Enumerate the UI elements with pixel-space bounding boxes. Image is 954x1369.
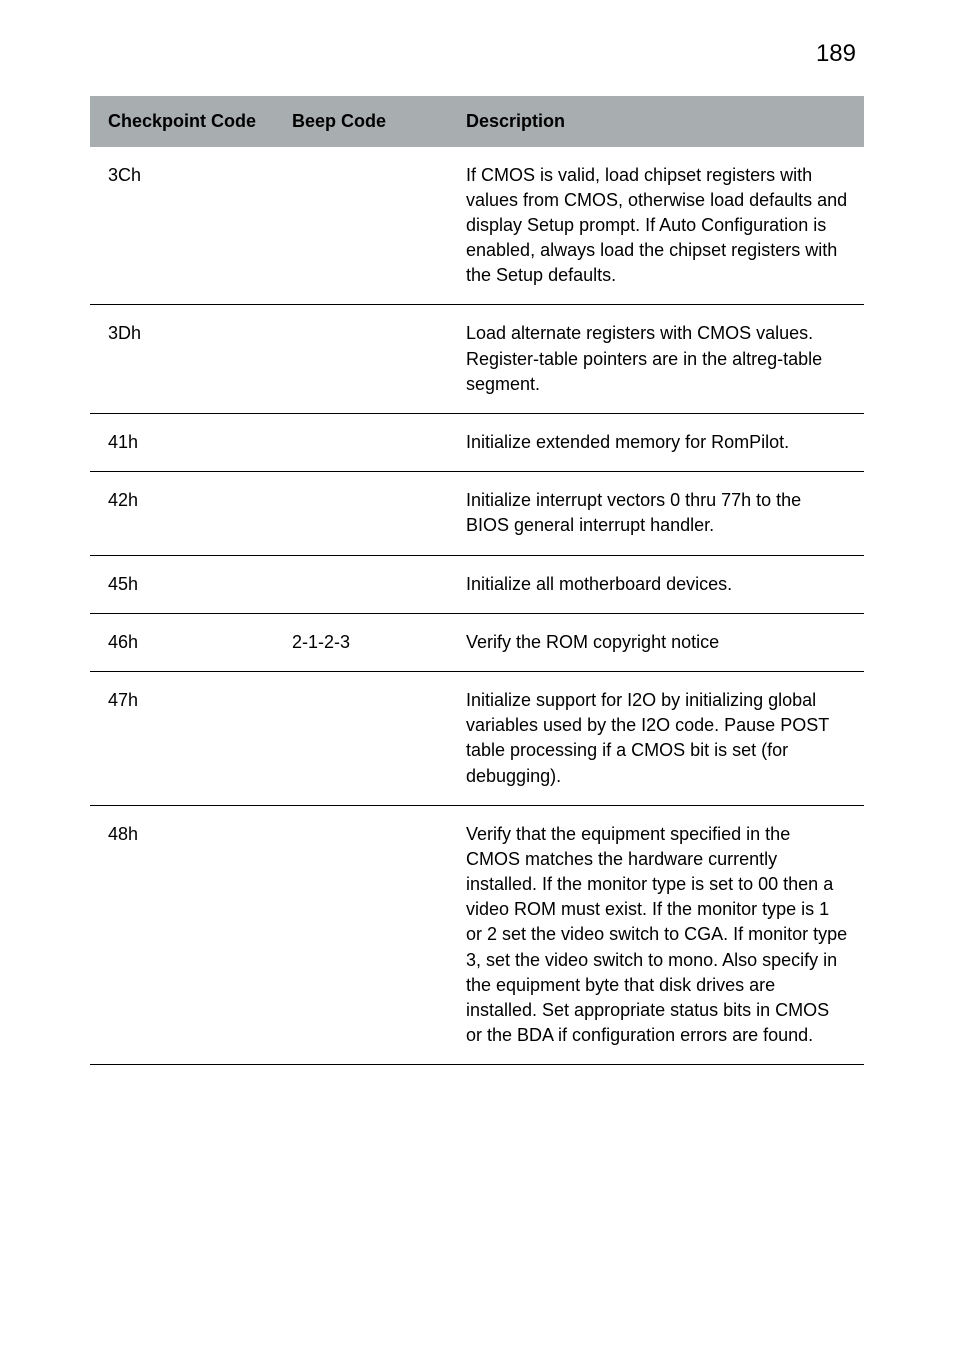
cell-beep: [274, 305, 448, 414]
col-header-beep: Beep Code: [274, 96, 448, 147]
cell-desc: Initialize all motherboard devices.: [448, 555, 864, 613]
cell-code: 47h: [90, 671, 274, 805]
table-body: 3Ch If CMOS is valid, load chipset regis…: [90, 147, 864, 1065]
cell-code: 41h: [90, 414, 274, 472]
cell-desc: Verify that the equipment specified in t…: [448, 805, 864, 1065]
cell-beep: [274, 555, 448, 613]
cell-code: 46h: [90, 613, 274, 671]
cell-beep: [274, 147, 448, 305]
page: 189 Checkpoint Code Beep Code Descriptio…: [0, 0, 954, 1369]
col-header-checkpoint: Checkpoint Code: [90, 96, 274, 147]
table-row: 48h Verify that the equipment specified …: [90, 805, 864, 1065]
cell-beep: [274, 805, 448, 1065]
cell-desc: Initialize extended memory for RomPilot.: [448, 414, 864, 472]
table-row: 41h Initialize extended memory for RomPi…: [90, 414, 864, 472]
cell-beep: [274, 414, 448, 472]
table-row: 47h Initialize support for I2O by initia…: [90, 671, 864, 805]
cell-code: 42h: [90, 472, 274, 555]
col-header-description: Description: [448, 96, 864, 147]
cell-desc: Initialize support for I2O by initializi…: [448, 671, 864, 805]
cell-desc: If CMOS is valid, load chipset registers…: [448, 147, 864, 305]
cell-code: 48h: [90, 805, 274, 1065]
table-row: 3Ch If CMOS is valid, load chipset regis…: [90, 147, 864, 305]
table-row: 45h Initialize all motherboard devices.: [90, 555, 864, 613]
table-row: 3Dh Load alternate registers with CMOS v…: [90, 305, 864, 414]
cell-code: 3Ch: [90, 147, 274, 305]
cell-desc: Verify the ROM copyright notice: [448, 613, 864, 671]
cell-code: 45h: [90, 555, 274, 613]
page-number: 189: [90, 40, 864, 68]
cell-beep: 2-1-2-3: [274, 613, 448, 671]
cell-beep: [274, 472, 448, 555]
checkpoint-table: Checkpoint Code Beep Code Description 3C…: [90, 96, 864, 1065]
cell-beep: [274, 671, 448, 805]
cell-code: 3Dh: [90, 305, 274, 414]
table-row: 46h 2-1-2-3 Verify the ROM copyright not…: [90, 613, 864, 671]
cell-desc: Load alternate registers with CMOS value…: [448, 305, 864, 414]
cell-desc: Initialize interrupt vectors 0 thru 77h …: [448, 472, 864, 555]
table-header: Checkpoint Code Beep Code Description: [90, 96, 864, 147]
table-row: 42h Initialize interrupt vectors 0 thru …: [90, 472, 864, 555]
